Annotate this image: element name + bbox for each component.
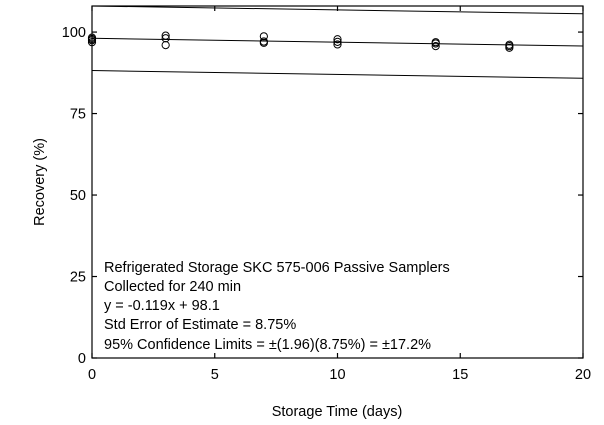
regression-line [91, 37, 584, 47]
x-tick-label: 20 [575, 367, 591, 383]
data-point [161, 41, 170, 50]
y-axis-title: Recovery (%) [32, 138, 48, 226]
annotation-block: Refrigerated Storage SKC 575-006 Passive… [104, 260, 450, 353]
annotation-line-1: Refrigerated Storage SKC 575-006 Passive… [104, 260, 450, 276]
data-point [333, 40, 342, 49]
data-point [431, 41, 440, 51]
y-tick-label: 50 [70, 188, 86, 204]
annotation-line-2: Collected for 240 min [104, 279, 241, 295]
x-tick-label: 0 [88, 367, 96, 383]
annotation-line-3: y = -0.119x + 98.1 [104, 298, 220, 314]
y-axis-ticks: 0 25 50 75 100 [62, 25, 583, 367]
data-point [259, 32, 268, 41]
upper-confidence-line [91, 5, 584, 15]
y-tick-label: 25 [70, 270, 86, 286]
x-tick-label: 5 [211, 367, 219, 383]
data-point [431, 38, 440, 47]
data-point [161, 34, 170, 43]
lower-confidence-line [91, 70, 584, 79]
regression-lines [91, 5, 584, 79]
y-tick-label: 100 [62, 25, 86, 41]
x-axis-title: Storage Time (days) [272, 404, 403, 420]
data-points [87, 31, 514, 52]
data-point [259, 37, 268, 46]
data-point [333, 37, 342, 46]
x-tick-label: 10 [329, 367, 345, 383]
x-tick-label: 15 [452, 367, 468, 383]
data-point [87, 34, 97, 44]
y-tick-label: 75 [70, 107, 86, 123]
annotation-line-5: 95% Confidence Limits = ±(1.96)(8.75%) =… [104, 337, 431, 353]
data-point [333, 35, 342, 44]
x-axis-ticks: 0 5 10 15 20 [88, 6, 591, 383]
y-tick-label: 0 [78, 351, 86, 367]
annotation-line-4: Std Error of Estimate = 8.75% [104, 317, 296, 333]
data-point [161, 31, 170, 40]
data-point [505, 40, 514, 49]
